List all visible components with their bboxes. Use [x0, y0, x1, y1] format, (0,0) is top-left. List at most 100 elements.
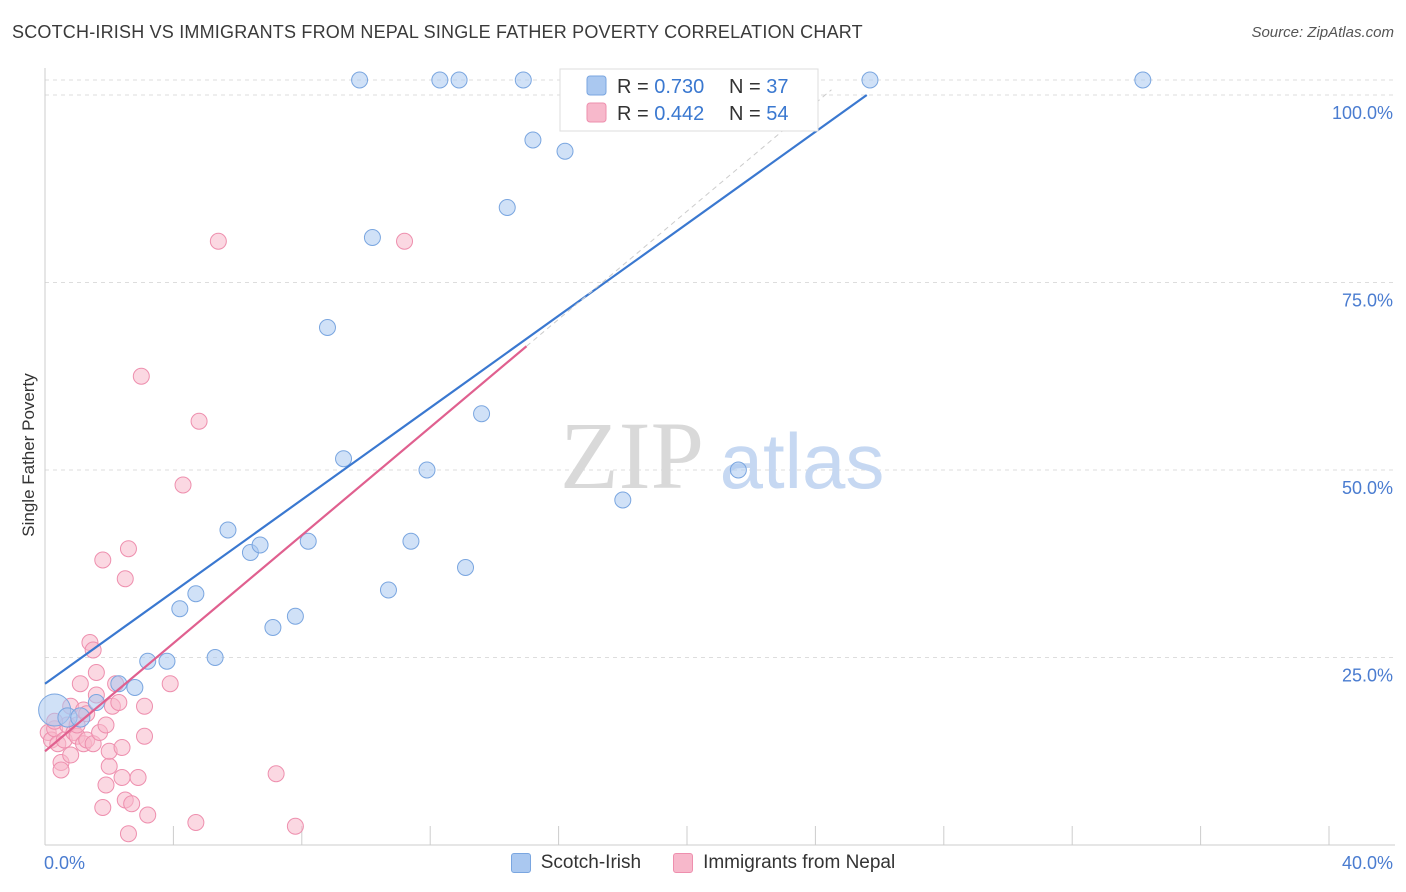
- svg-text:R = 0.442: R = 0.442: [617, 103, 704, 125]
- nepal-point: [119, 825, 137, 843]
- scotch-irish-point: [729, 461, 747, 479]
- legend-r-label-pink: R =: [617, 103, 654, 125]
- nepal-point: [136, 727, 154, 745]
- series-legend: Scotch-Irish Immigrants from Nepal: [0, 852, 1406, 874]
- nepal-point: [116, 570, 134, 588]
- nepal-point: [113, 769, 131, 786]
- nepal-point: [87, 664, 105, 681]
- axes: [44, 68, 1395, 846]
- scotch-irish-point: [614, 491, 632, 509]
- x-tick-label-min: 0.0%: [44, 853, 85, 873]
- scotch-irish-point: [1134, 71, 1152, 89]
- legend-r-label-blue: R =: [617, 76, 654, 98]
- scotch-irish-point: [431, 71, 449, 89]
- chart-title: SCOTCH-IRISH VS IMMIGRANTS FROM NEPAL SI…: [12, 22, 863, 42]
- legend-label-nepal: Immigrants from Nepal: [703, 852, 896, 873]
- tick-labels: 25.0% 50.0% 75.0% 100.0% 0.0% 40.0%: [44, 103, 1393, 873]
- legend-n-label-blue: N =: [729, 76, 766, 98]
- scotch-irish-point: [158, 652, 176, 670]
- nepal-point: [129, 769, 147, 786]
- scotch-irish-point: [418, 461, 436, 479]
- legend-n-label-pink: N =: [729, 103, 766, 125]
- scotch-irish-point: [556, 142, 574, 160]
- nepal-point: [100, 757, 118, 775]
- legend-swatch-scotch-irish: [510, 853, 531, 873]
- nepal-point: [187, 814, 205, 831]
- scotch-irish-point: [450, 71, 468, 89]
- scotch-irish-point: [351, 71, 369, 89]
- legend-swatch-blue: [586, 75, 607, 96]
- legend-swatch-nepal: [673, 853, 694, 873]
- nepal-point: [139, 806, 157, 824]
- watermark-zip: ZIP: [560, 402, 704, 509]
- trend-lines: [44, 89, 868, 753]
- y-tick-label: 50.0%: [1342, 478, 1393, 498]
- nepal-point: [113, 739, 131, 756]
- nepal-point: [119, 540, 137, 558]
- scotch-irish-point: [861, 71, 879, 89]
- scotch-irish-point: [126, 679, 144, 696]
- legend-swatch-pink: [586, 102, 607, 123]
- scotch-irish-point: [379, 581, 397, 599]
- nepal-trendline-extension: [526, 89, 832, 347]
- svg-text:R = 0.730: R = 0.730: [617, 76, 704, 98]
- nepal-point: [94, 551, 112, 569]
- legend-item-nepal: Immigrants from Nepal: [673, 852, 895, 874]
- scotch-irish-trendline: [44, 94, 868, 685]
- scotch-irish-point: [318, 319, 336, 336]
- svg-text:N = 37: N = 37: [729, 76, 789, 98]
- source-credit: Source: ZipAtlas.com: [1251, 24, 1394, 41]
- scotch-irish-point: [363, 229, 381, 246]
- scotch-irish-point: [457, 559, 475, 576]
- watermark-atlas: atlas: [720, 417, 885, 505]
- nepal-point: [396, 232, 414, 250]
- scotch-irish-point: [473, 405, 491, 423]
- nepal-point: [174, 476, 192, 494]
- scotch-irish-point: [219, 521, 237, 539]
- legend-r-value-blue: 0.730: [654, 76, 704, 98]
- legend-label-scotch-irish: Scotch-Irish: [540, 852, 642, 873]
- nepal-point: [209, 232, 227, 250]
- y-tick-label: 75.0%: [1342, 291, 1393, 311]
- nepal-point: [52, 761, 70, 779]
- nepal-point: [136, 697, 154, 715]
- legend-n-value-blue: 37: [766, 76, 788, 98]
- scotch-irish-point: [171, 600, 189, 618]
- scotch-irish-point: [524, 131, 542, 149]
- nepal-point: [71, 675, 89, 693]
- scotch-irish-point: [335, 450, 353, 468]
- grid-lines: [45, 79, 1395, 658]
- scotch-irish-point: [139, 652, 157, 670]
- scotch-irish-point: [402, 532, 420, 550]
- legend-item-scotch-irish: Scotch-Irish: [510, 852, 642, 874]
- y-tick-label: 25.0%: [1342, 666, 1393, 686]
- scotch-irish-points: [38, 71, 1152, 728]
- legend-r-value-pink: 0.442: [654, 103, 704, 125]
- y-tick-label: 100.0%: [1332, 103, 1393, 123]
- svg-text:N = 54: N = 54: [729, 103, 789, 125]
- legend-n-value-pink: 54: [766, 103, 788, 125]
- nepal-point: [62, 746, 80, 764]
- nepal-point: [94, 799, 112, 816]
- x-tick-label-max: 40.0%: [1342, 853, 1393, 873]
- watermark: ZIP atlas: [560, 402, 884, 509]
- nepal-point: [132, 367, 150, 385]
- nepal-point: [190, 412, 208, 430]
- scotch-irish-point: [286, 607, 304, 625]
- nepal-point: [97, 776, 115, 794]
- scotch-irish-point: [251, 536, 269, 554]
- scotch-irish-point: [299, 532, 317, 550]
- correlation-legend: R = 0.730 N = 37 R = 0.442 N = 54: [559, 68, 819, 132]
- nepal-point: [161, 675, 179, 693]
- nepal-point: [123, 795, 141, 813]
- nepal-point: [110, 694, 128, 711]
- scotch-irish-point: [187, 585, 205, 603]
- nepal-point: [267, 765, 285, 783]
- nepal-point: [286, 817, 304, 835]
- scotch-irish-point: [498, 199, 516, 216]
- scotch-irish-point: [70, 707, 91, 728]
- scotch-irish-point: [206, 649, 224, 666]
- scotch-irish-point: [514, 71, 532, 89]
- scotch-irish-point: [264, 619, 282, 636]
